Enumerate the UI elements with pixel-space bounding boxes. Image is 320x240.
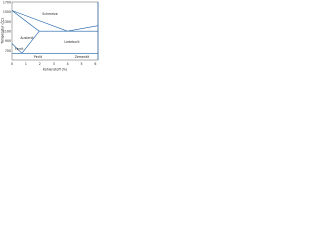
y-tick-label: 1500 [3, 10, 11, 14]
x-tick-label: 5 [81, 62, 83, 66]
region-label: Austenit [20, 36, 34, 40]
region-label: Zementit [75, 55, 90, 59]
x-tick-label: 0 [11, 62, 13, 66]
region-label: Perlit [34, 55, 43, 59]
y-tick-label: 900 [5, 39, 11, 43]
diagram: Temperatur (°C) Kohlenstoff (%) 17001500… [1, 1, 99, 72]
region-label: Ledeburit [64, 40, 80, 44]
x-axis-title: Kohlenstoff (%) [43, 68, 67, 72]
x-tick-label: 6 [94, 62, 96, 66]
solidus-and-solvus [11, 10, 40, 54]
region-label: Ferrit [15, 47, 24, 51]
y-axis-title: Temperatur (°C) [1, 18, 5, 45]
y-tick-label: 1100 [3, 30, 11, 34]
region-label: Schmelze [42, 12, 57, 16]
page: {"axes": {"y_label": "Temperatur (°C)", … [0, 0, 100, 72]
x-ticks: 0 1 2 3 4 5 6 [11, 62, 96, 66]
x-tick-label: 3 [53, 62, 55, 66]
y-ticks: 1700 1500 1300 1100 900 700 [3, 1, 11, 53]
y-tick-label: 700 [5, 49, 11, 53]
x-tick-label: 2 [39, 62, 41, 66]
y-tick-label: 1700 [3, 1, 11, 5]
y-tick-label: 1300 [3, 20, 11, 24]
x-tick-label: 4 [67, 62, 69, 66]
x-tick-label: 1 [25, 62, 27, 66]
